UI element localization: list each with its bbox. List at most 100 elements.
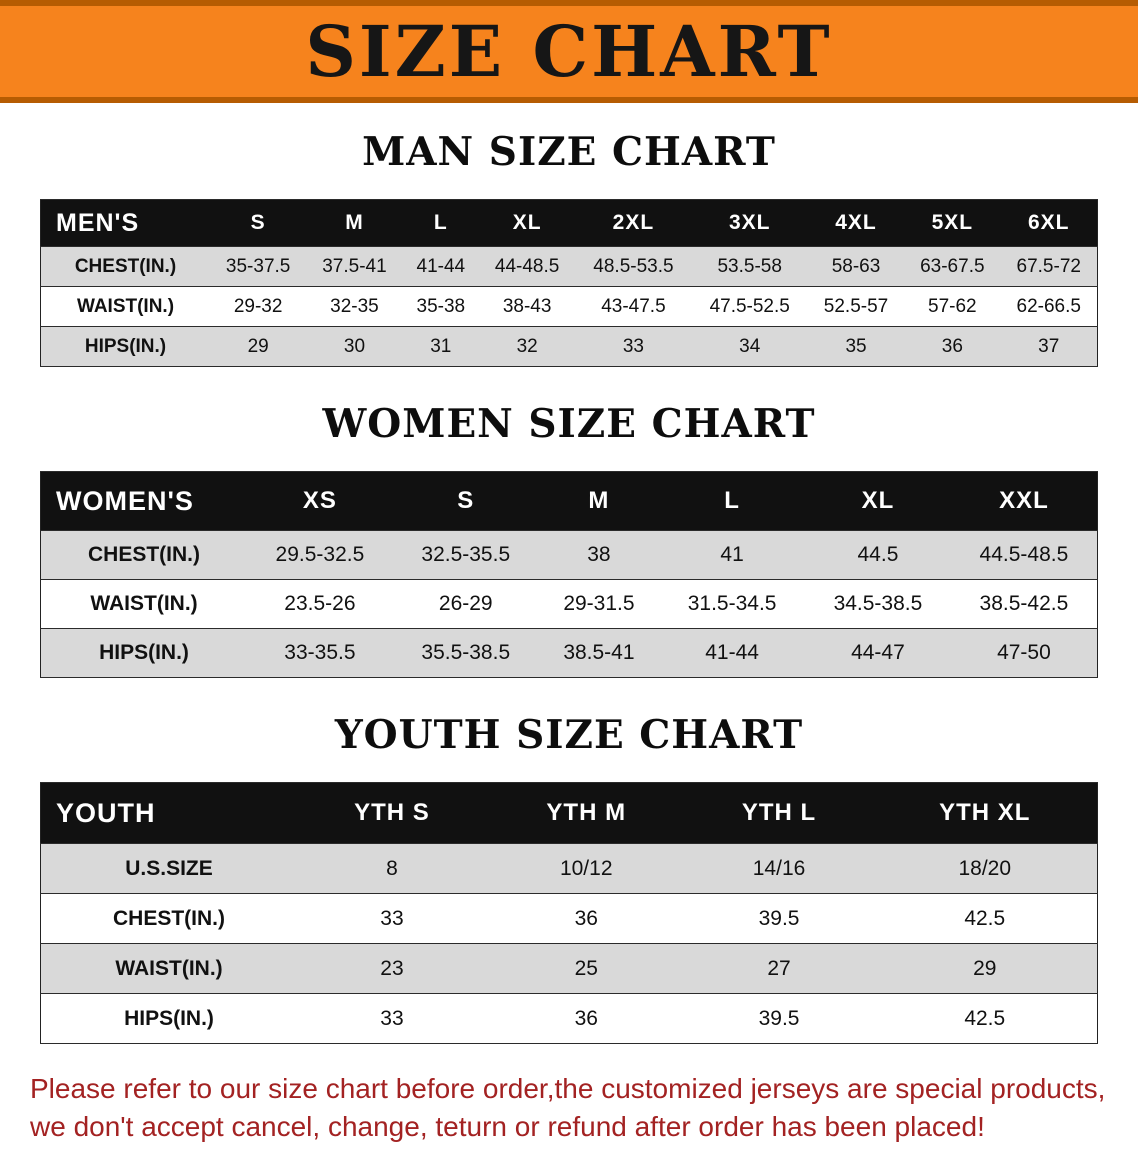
- measurement-value-cell: 41: [659, 530, 806, 580]
- table-row: CHEST(IN.) 29.5-32.5 32.5-35.5 38 41 44.5 44.5…: [40, 530, 1098, 580]
- measurement-value-cell: 41-44: [402, 246, 479, 287]
- measurement-value-cell: 39.5: [685, 993, 873, 1044]
- measurement-value-cell: 29.5-32.5: [247, 530, 393, 580]
- measurement-value-cell: 25: [486, 943, 686, 994]
- measurement-value-cell: 33: [297, 893, 487, 944]
- women-size-heading: WOMEN SIZE CHART: [322, 401, 816, 447]
- measurement-value-cell: 44-47: [805, 628, 951, 678]
- measurement-value-cell: 38.5-42.5: [950, 579, 1098, 629]
- table-row: CHEST(IN.) 33 36 39.5 42.5: [40, 893, 1098, 944]
- man-size-section: MAN SIZE CHART MEN'S S M L XL 2XL 3XL 4XL 5XL 6XL…: [0, 129, 1138, 367]
- size-chart-content: MAN SIZE CHART MEN'S S M L XL 2XL 3XL 4XL 5XL 6XL…: [0, 129, 1138, 1146]
- measurement-label-cell: CHEST(IN.): [40, 530, 247, 580]
- measurement-value-cell: 18/20: [872, 843, 1098, 894]
- measurement-value-cell: 35-38: [402, 286, 479, 327]
- measurement-value-cell: 10/12: [486, 843, 686, 894]
- measurement-value-cell: 29-31.5: [538, 579, 660, 629]
- table-header-row: WOMEN'S XS S M L XL XXL: [40, 471, 1098, 531]
- measurement-value-cell: 14/16: [685, 843, 873, 894]
- measurement-value-cell: 43-47.5: [575, 286, 692, 327]
- table-header-row: YOUTH YTH S YTH M YTH L YTH XL: [40, 782, 1098, 844]
- size-chart-banner: SIZE CHART: [0, 0, 1138, 103]
- size-column-header: 4XL: [807, 199, 905, 247]
- size-column-header: XL: [478, 199, 576, 247]
- measurement-value-cell: 31: [402, 326, 479, 367]
- size-column-header: L: [659, 471, 806, 531]
- table-row: CHEST(IN.) 35-37.5 37.5-41 41-44 44-48.5 48.5…: [40, 246, 1098, 287]
- measurement-value-cell: 52.5-57: [807, 286, 905, 327]
- size-column-header: XL: [805, 471, 951, 531]
- measurement-value-cell: 57-62: [904, 286, 1001, 327]
- table-title-cell: WOMEN'S: [40, 471, 247, 531]
- disclaimer-line-2: we don't accept cancel, change, teturn o…: [30, 1110, 985, 1142]
- measurement-value-cell: 27: [685, 943, 873, 994]
- measurement-label-cell: U.S.SIZE: [40, 843, 297, 894]
- measurement-value-cell: 42.5: [872, 893, 1098, 944]
- measurement-value-cell: 35.5-38.5: [392, 628, 539, 678]
- table-row: U.S.SIZE 8 10/12 14/16 18/20: [40, 843, 1098, 894]
- size-column-header: YTH XL: [872, 782, 1098, 844]
- measurement-value-cell: 32: [478, 326, 576, 367]
- measurement-value-cell: 38: [538, 530, 660, 580]
- measurement-label-cell: WAIST(IN.): [40, 579, 247, 629]
- measurement-value-cell: 23: [297, 943, 487, 994]
- measurement-value-cell: 32-35: [306, 286, 403, 327]
- measurement-value-cell: 44.5: [805, 530, 951, 580]
- size-column-header: L: [402, 199, 479, 247]
- size-column-header: 2XL: [575, 199, 692, 247]
- measurement-value-cell: 33: [297, 993, 487, 1044]
- women-size-table: WOMEN'S XS S M L XL XXL CHEST(IN.) 29.5-32.5 32.5…: [40, 471, 1098, 678]
- measurement-value-cell: 32.5-35.5: [392, 530, 539, 580]
- measurement-value-cell: 37.5-41: [306, 246, 403, 287]
- measurement-value-cell: 47.5-52.5: [691, 286, 808, 327]
- size-column-header: YTH M: [486, 782, 686, 844]
- size-column-header: XS: [247, 471, 393, 531]
- measurement-value-cell: 47-50: [950, 628, 1098, 678]
- measurement-label-cell: WAIST(IN.): [40, 286, 210, 327]
- measurement-value-cell: 34: [691, 326, 808, 367]
- size-column-header: S: [392, 471, 539, 531]
- size-column-header: YTH S: [297, 782, 487, 844]
- table-header-row: MEN'S S M L XL 2XL 3XL 4XL 5XL 6XL: [40, 199, 1098, 247]
- measurement-value-cell: 44.5-48.5: [950, 530, 1098, 580]
- measurement-value-cell: 34.5-38.5: [805, 579, 951, 629]
- size-column-header: S: [210, 199, 307, 247]
- youth-size-section: YOUTH SIZE CHART YOUTH YTH S YTH M YTH L YTH…: [0, 712, 1138, 1044]
- man-size-table: MEN'S S M L XL 2XL 3XL 4XL 5XL 6XL CHEST(IN.) 35-37…: [40, 199, 1098, 367]
- table-title-cell: YOUTH: [40, 782, 297, 844]
- measurement-value-cell: 36: [486, 893, 686, 944]
- table-row: HIPS(IN.) 29 30 31 32 33 34 35 36 37: [40, 326, 1098, 367]
- measurement-label-cell: HIPS(IN.): [40, 993, 297, 1044]
- measurement-label-cell: HIPS(IN.): [40, 628, 247, 678]
- measurement-value-cell: 29: [210, 326, 307, 367]
- measurement-value-cell: 62-66.5: [1000, 286, 1098, 327]
- measurement-value-cell: 58-63: [807, 246, 905, 287]
- measurement-value-cell: 30: [306, 326, 403, 367]
- measurement-value-cell: 36: [486, 993, 686, 1044]
- measurement-value-cell: 67.5-72: [1000, 246, 1098, 287]
- measurement-value-cell: 42.5: [872, 993, 1098, 1044]
- size-column-header: 5XL: [904, 199, 1001, 247]
- measurement-value-cell: 53.5-58: [691, 246, 808, 287]
- measurement-value-cell: 44-48.5: [478, 246, 576, 287]
- measurement-value-cell: 35-37.5: [210, 246, 307, 287]
- table-row: WAIST(IN.) 29-32 32-35 35-38 38-43 43-47.5 47.…: [40, 286, 1098, 327]
- measurement-value-cell: 35: [807, 326, 905, 367]
- measurement-value-cell: 37: [1000, 326, 1098, 367]
- size-column-header: XXL: [950, 471, 1098, 531]
- measurement-label-cell: CHEST(IN.): [40, 246, 210, 287]
- measurement-label-cell: HIPS(IN.): [40, 326, 210, 367]
- measurement-value-cell: 8: [297, 843, 487, 894]
- women-size-section: WOMEN SIZE CHART WOMEN'S XS S M L XL XXL CHEST(…: [0, 401, 1138, 678]
- man-size-heading: MAN SIZE CHART: [362, 129, 776, 175]
- measurement-value-cell: 29-32: [210, 286, 307, 327]
- measurement-label-cell: WAIST(IN.): [40, 943, 297, 994]
- disclaimer-line-1: Please refer to our size chart before or…: [30, 1073, 1106, 1104]
- measurement-value-cell: 33-35.5: [247, 628, 393, 678]
- size-column-header: M: [306, 199, 403, 247]
- table-row: WAIST(IN.) 23.5-26 26-29 29-31.5 31.5-34.5 34…: [40, 579, 1098, 629]
- youth-size-table: YOUTH YTH S YTH M YTH L YTH XL U.S.SIZE 8 10/12…: [40, 782, 1098, 1044]
- size-column-header: 3XL: [691, 199, 808, 247]
- banner-title: SIZE CHART: [305, 9, 833, 93]
- measurement-value-cell: 29: [872, 943, 1098, 994]
